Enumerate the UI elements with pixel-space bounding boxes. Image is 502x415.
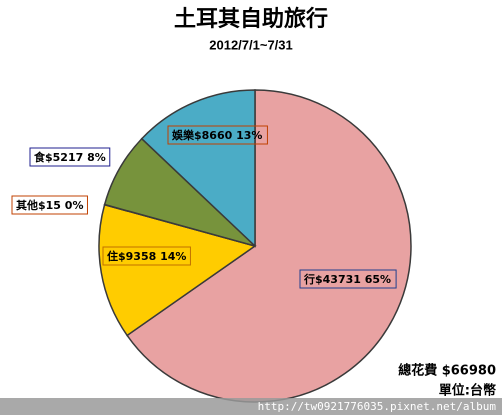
pie-slice xyxy=(140,89,256,248)
chart-title: 土耳其自助旅行 xyxy=(174,6,328,32)
watermark: http://tw0921776035.pixnet.net/album xyxy=(258,400,497,413)
pie-slice xyxy=(126,89,412,403)
label-category: 其他 xyxy=(16,198,38,212)
label-category: 娛樂 xyxy=(171,128,195,142)
pie-slice xyxy=(98,203,257,337)
label-value: $9358 14% xyxy=(118,250,186,263)
label-box xyxy=(11,195,88,215)
data-label: 住$9358 14% xyxy=(107,249,186,263)
label-value: $43731 65% xyxy=(315,273,391,286)
label-box xyxy=(167,125,268,145)
chart-subtitle: 2012/7/1~7/31 xyxy=(209,37,293,52)
total-note: 總花費 $66980 xyxy=(398,363,496,379)
label-value: $5217 8% xyxy=(45,151,106,164)
data-label: 其他$15 0% xyxy=(16,198,83,212)
label-category: 食 xyxy=(34,150,46,164)
data-label: 食$5217 8% xyxy=(34,150,106,164)
label-box xyxy=(29,147,111,167)
labels: 行$43731 65% 住$9358 14% 其他$15 0% 食$5217 8% 娛樂… xyxy=(11,125,397,289)
pie xyxy=(98,89,412,403)
label-value: $8660 13% xyxy=(194,129,262,142)
unit-note: 單位:台幣 xyxy=(439,383,496,399)
label-box xyxy=(299,269,397,289)
label-value: $15 0% xyxy=(38,199,83,212)
watermark-bar xyxy=(0,398,502,415)
data-label: 娛樂$8660 13% xyxy=(171,128,262,142)
data-label: 行$43731 65% xyxy=(303,272,391,286)
label-category: 住 xyxy=(107,249,118,263)
label-category: 行 xyxy=(303,272,315,286)
label-box xyxy=(102,246,191,266)
